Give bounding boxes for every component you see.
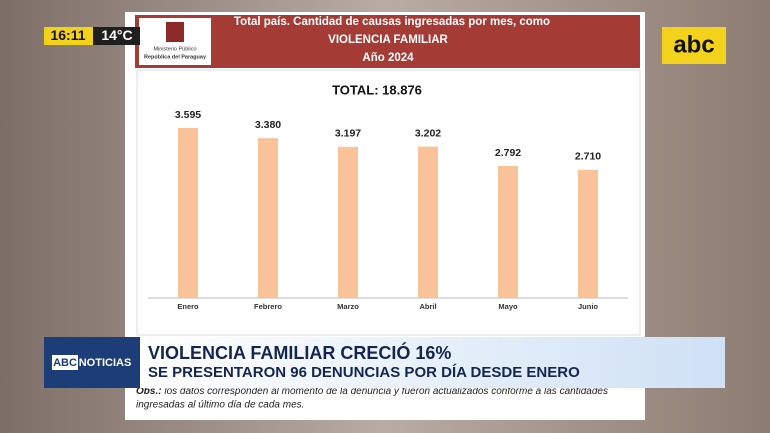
bug-brand: ABC — [53, 357, 77, 369]
channel-logo-box — [662, 27, 726, 64]
footnote-text: ingresadas al último día de cada mes. — [136, 400, 304, 411]
chart-subtitle: VIOLENCIA FAMILIAR — [328, 34, 448, 46]
x-tick-label: Abril — [419, 302, 436, 311]
bug-program: NOTICIAS — [79, 357, 132, 369]
bar — [338, 146, 358, 298]
bar — [418, 146, 438, 298]
value-label: 3.595 — [175, 109, 201, 121]
headline-banner — [140, 337, 725, 388]
temperature: 14°C — [101, 27, 132, 43]
x-tick-label: Febrero — [254, 302, 282, 311]
footnote-text: Obs.: los datos corresponden al momento … — [136, 386, 608, 397]
value-label: 2.792 — [495, 147, 521, 159]
logo-emblem — [166, 22, 184, 42]
value-label: 3.197 — [335, 128, 361, 140]
x-tick-label: Enero — [177, 302, 199, 311]
channel-logo: abc — [673, 31, 714, 58]
x-tick-label: Marzo — [337, 302, 359, 311]
subheadline: SE PRESENTARON 96 DENUNCIAS POR DÍA DESD… — [148, 364, 580, 381]
value-label: 2.710 — [575, 151, 601, 163]
logo-text: Ministerio Público — [153, 46, 196, 52]
total-annotation: TOTAL: 18.876 — [332, 82, 422, 97]
value-label: 3.202 — [415, 127, 441, 139]
bar — [498, 165, 518, 298]
bar — [578, 169, 598, 298]
logo-text: República del Paraguay — [144, 54, 207, 60]
clock: 16:11 — [50, 27, 85, 43]
plot-frame — [136, 69, 641, 336]
x-tick-label: Mayo — [498, 302, 518, 311]
clock-box — [44, 27, 93, 45]
bug-brand-box — [52, 355, 78, 370]
chart-title: Total país. Cantidad de causas ingresada… — [234, 16, 550, 28]
bar — [258, 138, 278, 298]
slide-header — [135, 15, 640, 68]
bar — [178, 128, 198, 298]
weather-box — [93, 27, 140, 45]
value-label: 3.380 — [255, 119, 281, 131]
headline: VIOLENCIA FAMILIAR CRECIÓ 16% — [148, 342, 451, 363]
x-tick-label: Junio — [578, 302, 598, 311]
chart-subtitle: Año 2024 — [362, 52, 414, 64]
